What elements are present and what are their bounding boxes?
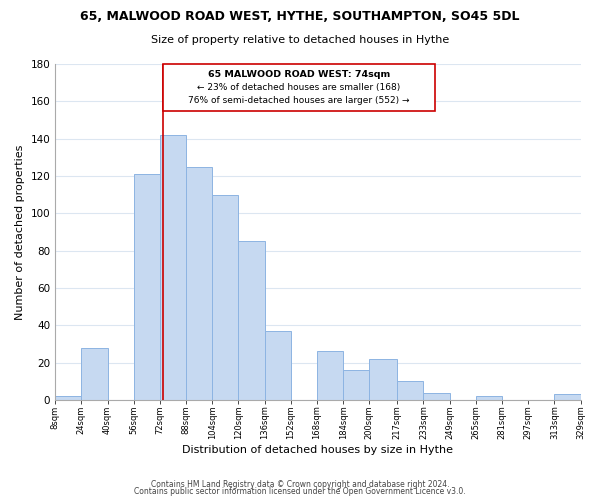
Bar	[55, 396, 82, 400]
Bar	[265, 331, 291, 400]
Bar	[476, 396, 502, 400]
Bar	[134, 174, 160, 400]
Bar	[238, 242, 265, 400]
Bar	[397, 382, 424, 400]
Bar	[554, 394, 581, 400]
Bar	[212, 194, 238, 400]
Y-axis label: Number of detached properties: Number of detached properties	[15, 144, 25, 320]
Text: Size of property relative to detached houses in Hythe: Size of property relative to detached ho…	[151, 35, 449, 45]
Bar	[343, 370, 370, 400]
Bar	[163, 64, 435, 110]
Text: 65, MALWOOD ROAD WEST, HYTHE, SOUTHAMPTON, SO45 5DL: 65, MALWOOD ROAD WEST, HYTHE, SOUTHAMPTO…	[80, 10, 520, 23]
Bar	[186, 166, 212, 400]
Bar	[424, 392, 449, 400]
Text: ← 23% of detached houses are smaller (168): ← 23% of detached houses are smaller (16…	[197, 82, 401, 92]
Text: 76% of semi-detached houses are larger (552) →: 76% of semi-detached houses are larger (…	[188, 96, 410, 104]
Text: Contains HM Land Registry data © Crown copyright and database right 2024.: Contains HM Land Registry data © Crown c…	[151, 480, 449, 489]
Text: 65 MALWOOD ROAD WEST: 74sqm: 65 MALWOOD ROAD WEST: 74sqm	[208, 70, 390, 78]
X-axis label: Distribution of detached houses by size in Hythe: Distribution of detached houses by size …	[182, 445, 454, 455]
Bar	[82, 348, 107, 400]
Bar	[370, 359, 397, 400]
Bar	[160, 135, 186, 400]
Text: Contains public sector information licensed under the Open Government Licence v3: Contains public sector information licen…	[134, 487, 466, 496]
Bar	[317, 352, 343, 400]
